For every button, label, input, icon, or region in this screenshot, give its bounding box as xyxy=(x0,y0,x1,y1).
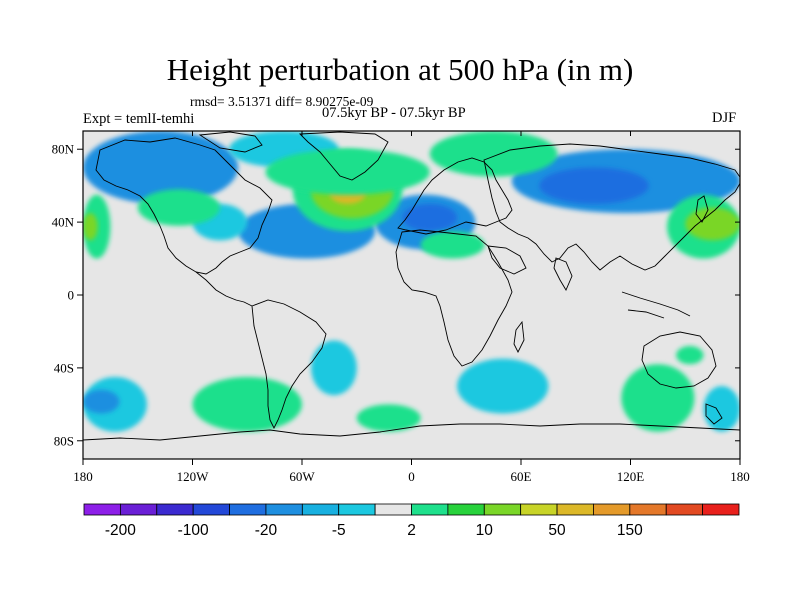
colorbar-swatch xyxy=(229,503,267,516)
colorbar-swatch xyxy=(192,503,230,516)
lon-tick-label: 180 xyxy=(73,469,93,484)
lat-tick-label: 40S xyxy=(54,360,74,375)
contour-field-25 xyxy=(621,364,695,432)
lon-tick-label: 0 xyxy=(408,469,415,484)
lat-tick-label: 40N xyxy=(52,215,75,230)
contour-field-26 xyxy=(703,386,740,432)
colorbar-label: 50 xyxy=(548,522,566,539)
lat-tick-label: 80S xyxy=(54,433,74,448)
colorbar-swatch xyxy=(156,503,194,516)
colorbar-label: 10 xyxy=(476,522,494,539)
contour-field-15 xyxy=(420,231,485,259)
colorbar-label: -200 xyxy=(105,522,136,539)
contour-field-19 xyxy=(192,377,302,432)
lon-tick-label: 180 xyxy=(730,469,750,484)
contour-field-9 xyxy=(83,213,98,241)
contour-field-0 xyxy=(83,131,239,204)
colorbar-swatch xyxy=(483,503,522,516)
contour-field-14 xyxy=(429,131,558,177)
axis-ticks: 180 120W 60W 0 60E 120E 180 80N 40N 0 40S 80S xyxy=(52,131,750,484)
contour-field-16 xyxy=(265,149,430,195)
colorbar-swatch xyxy=(83,503,121,516)
season-label: DJF xyxy=(712,110,737,126)
stats-text: rmsd= 3.51371 diff= 8.90275e-09 xyxy=(190,94,374,109)
contour-field-21 xyxy=(83,389,120,414)
colorbar-swatch xyxy=(411,503,449,516)
colorbar-label: 150 xyxy=(617,522,643,539)
lat-tick-label: 0 xyxy=(68,288,75,303)
colorbar-swatch xyxy=(301,503,340,516)
colorbar: -200 -100 -20 -5 2 10 50 150 xyxy=(83,503,740,539)
colorbar-swatch xyxy=(629,503,667,516)
experiment-label: Expt = temlI-temhi xyxy=(83,111,195,127)
lon-tick-label: 60E xyxy=(511,469,532,484)
contour-field-22 xyxy=(311,340,357,396)
contour-field-23 xyxy=(356,404,421,432)
lon-tick-label: 120W xyxy=(177,469,210,484)
contour-field-18 xyxy=(685,207,740,241)
colorbar-label: -20 xyxy=(255,522,278,539)
colorbar-swatch xyxy=(374,503,412,516)
colorbar-swatch xyxy=(702,503,740,516)
colorbar-swatch xyxy=(338,503,376,516)
colorbar-label: 2 xyxy=(407,522,416,539)
contour-field-7 xyxy=(539,167,649,204)
contour-fields xyxy=(83,131,740,432)
lon-tick-label: 60W xyxy=(289,469,315,484)
colorbar-label: -5 xyxy=(332,522,346,539)
coastlines xyxy=(83,131,740,441)
colorbar-swatch xyxy=(520,503,558,516)
contour-field-24 xyxy=(457,358,549,414)
contour-field-10 xyxy=(137,189,220,226)
contour-field-27 xyxy=(676,346,704,365)
colorbar-swatch xyxy=(447,503,485,516)
lon-tick-label: 120E xyxy=(617,469,645,484)
map-title: Height perturbation at 500 hPa (in m) xyxy=(166,52,634,87)
colorbar-swatch xyxy=(119,503,158,516)
period-label: 07.5kyr BP - 07.5kyr BP xyxy=(322,105,466,121)
colorbar-swatch xyxy=(665,503,704,516)
contour-field-5 xyxy=(402,203,458,232)
lat-tick-label: 80N xyxy=(52,142,75,157)
colorbar-swatch xyxy=(265,503,303,516)
colorbar-swatch xyxy=(593,503,631,516)
colorbar-label: -100 xyxy=(178,522,209,539)
colorbar-swatch xyxy=(556,503,594,516)
